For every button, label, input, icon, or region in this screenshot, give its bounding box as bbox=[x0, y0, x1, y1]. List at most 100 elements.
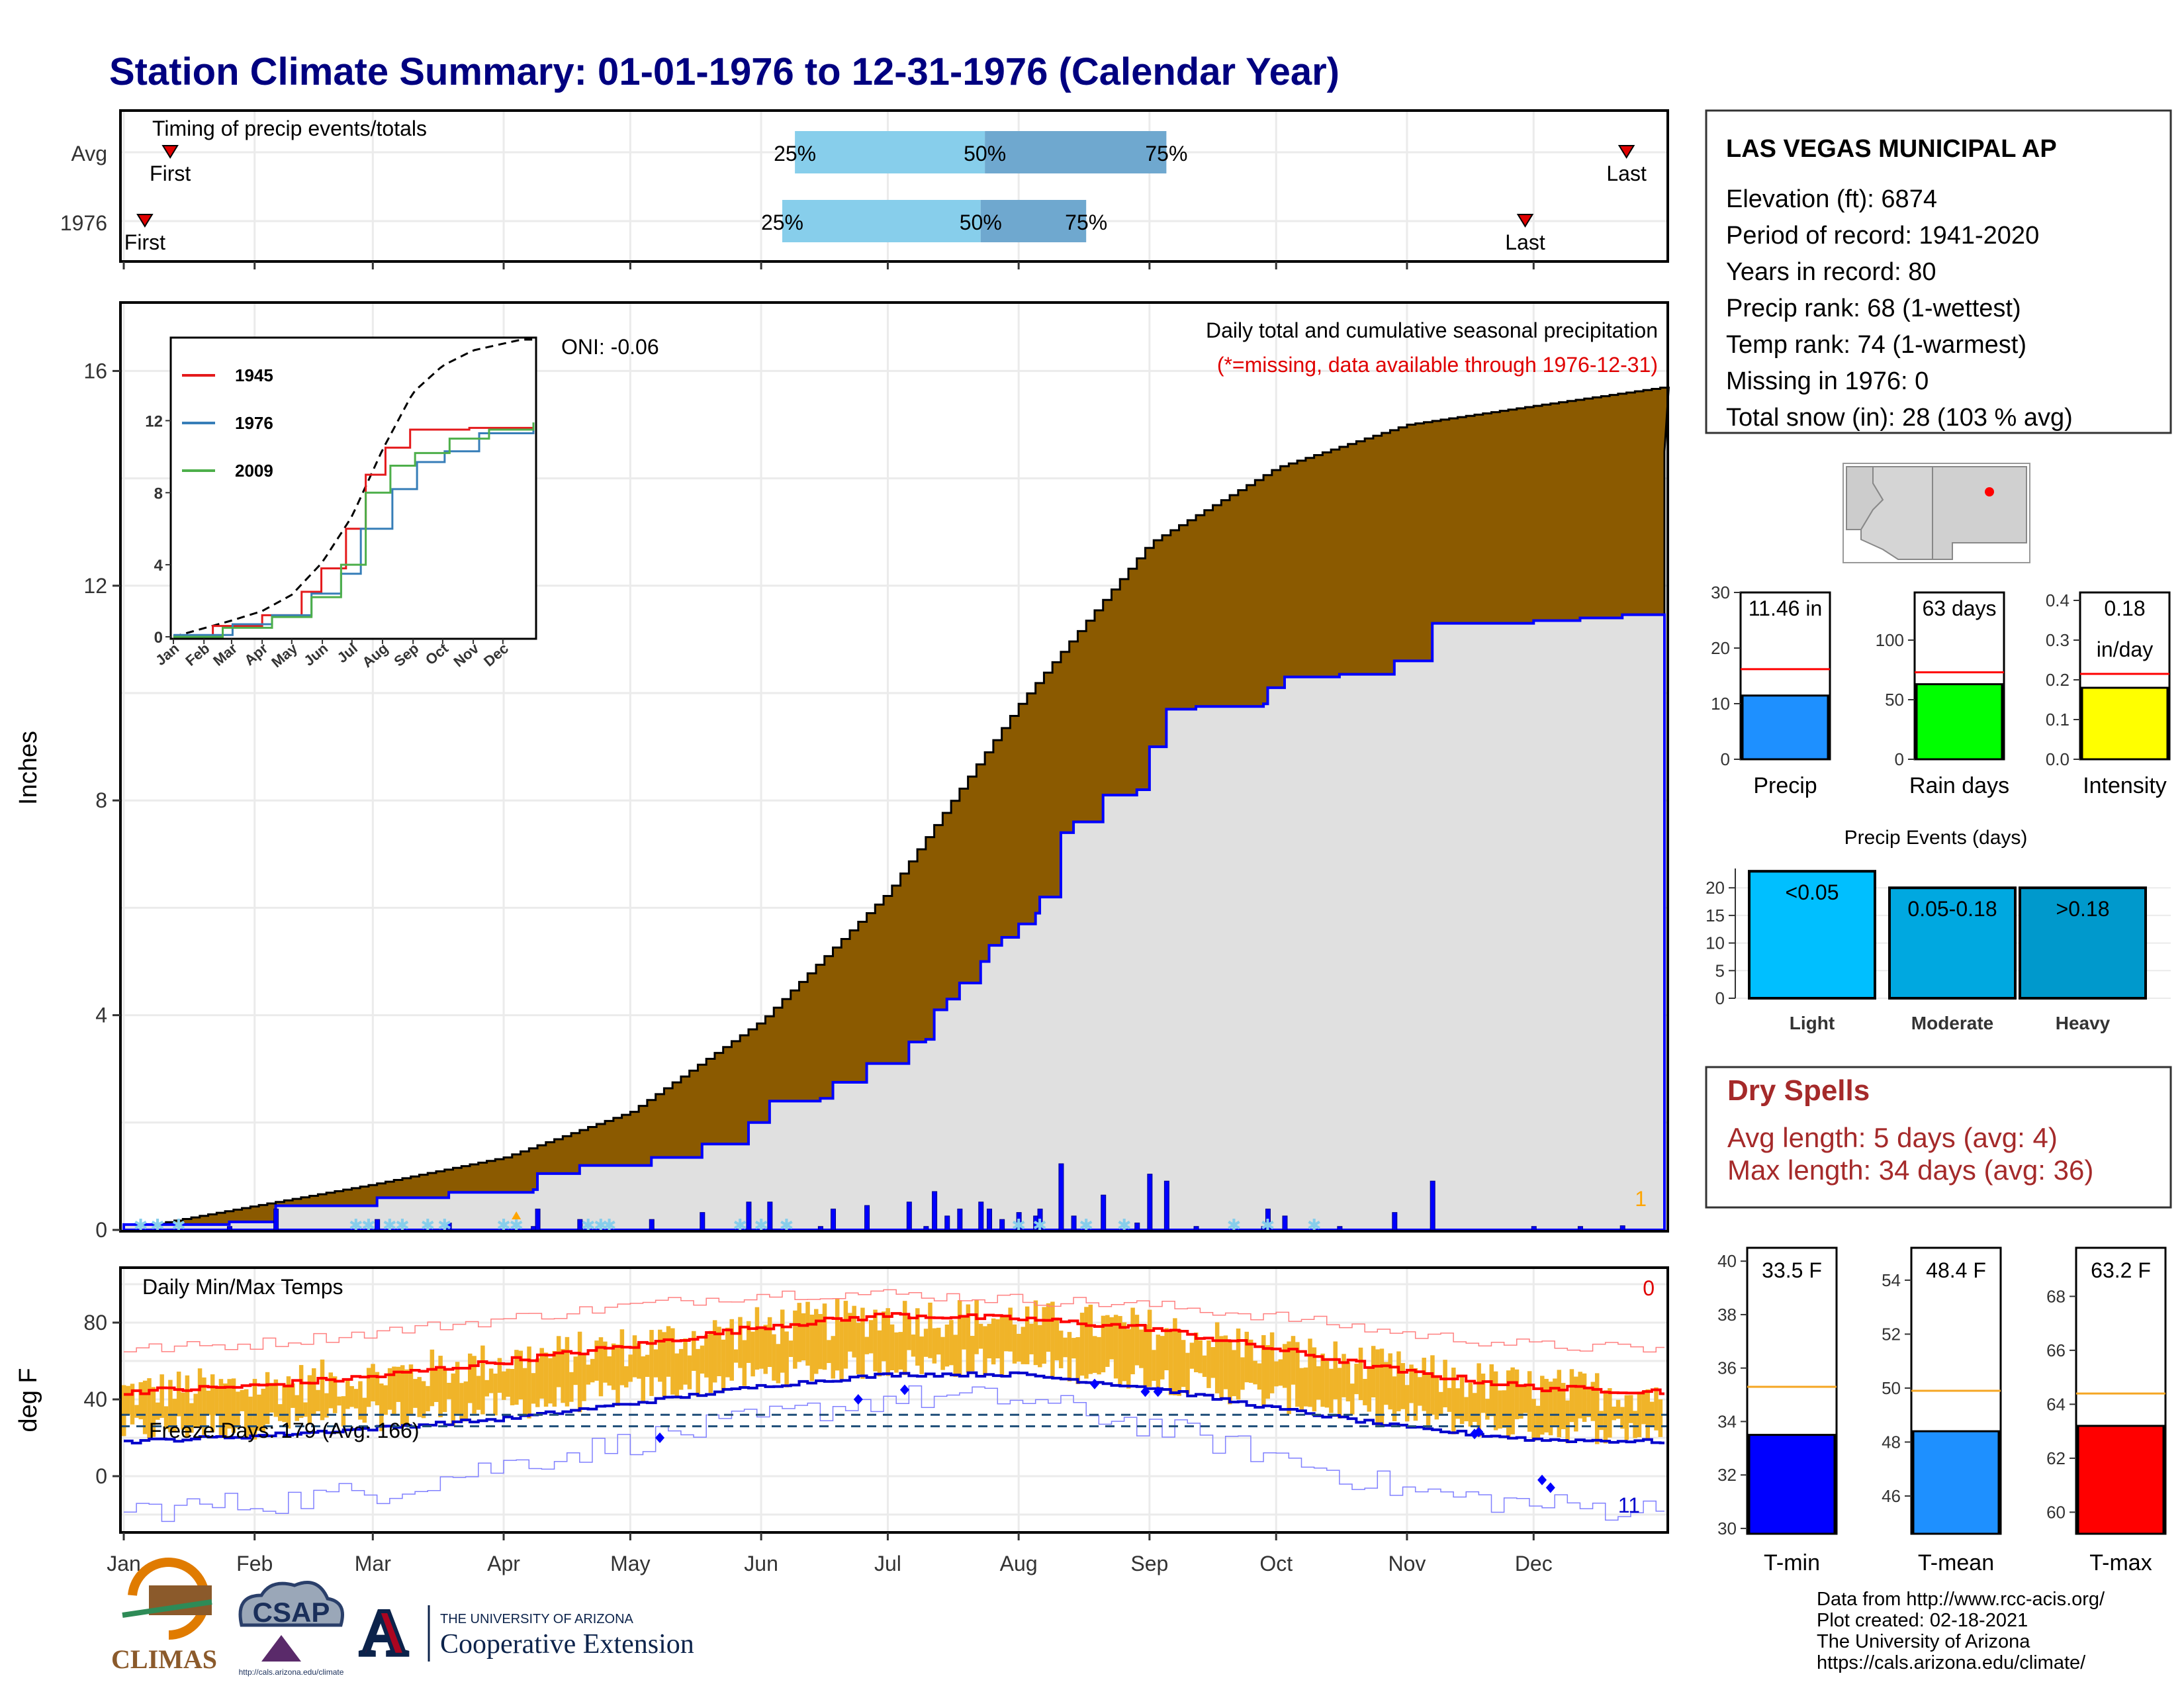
daily-temp-bar bbox=[687, 1355, 692, 1389]
daily-temp-bar bbox=[894, 1332, 899, 1373]
daily-temp-bar bbox=[573, 1356, 578, 1385]
daily-temp-bar bbox=[181, 1392, 185, 1430]
daily-temp-bar bbox=[430, 1349, 435, 1407]
daily-temp-bar bbox=[742, 1340, 747, 1386]
daily-temp-bar bbox=[678, 1348, 684, 1390]
events-ytick-label: 15 bbox=[1706, 906, 1725, 925]
daily-temp-bar bbox=[1299, 1368, 1304, 1412]
daily-temp-bar bbox=[623, 1366, 629, 1387]
daily-temp-bar bbox=[206, 1390, 211, 1415]
daily-precip-bar bbox=[1193, 1226, 1199, 1231]
daily-temp-bar bbox=[923, 1329, 929, 1357]
timing-last-label: Last bbox=[1606, 162, 1647, 185]
daily-temp-bar bbox=[421, 1381, 426, 1419]
daily-temp-bar bbox=[438, 1356, 443, 1417]
record-low-marker bbox=[1153, 1386, 1163, 1397]
timing-bar-q25-q50 bbox=[795, 131, 985, 173]
daily-temp-bar bbox=[404, 1369, 409, 1423]
daily-temp-bar bbox=[611, 1343, 616, 1390]
daily-temp-bar bbox=[202, 1377, 206, 1435]
station-info-box: LAS VEGAS MUNICIPAL AP Elevation (ft): 6… bbox=[1705, 109, 2172, 434]
daily-temp-bar bbox=[987, 1323, 992, 1359]
month-label: May bbox=[610, 1552, 650, 1575]
daily-precip-bar bbox=[1058, 1163, 1064, 1231]
daily-temp-bar bbox=[649, 1330, 654, 1396]
daily-temp-bar bbox=[641, 1356, 646, 1402]
temp-bar-ytick-label: 60 bbox=[2046, 1502, 2066, 1522]
daily-temp-bar bbox=[514, 1350, 519, 1405]
daily-temp-bar bbox=[543, 1352, 549, 1407]
daily-temp-bar bbox=[1375, 1349, 1380, 1428]
events-category-label: Heavy bbox=[2056, 1013, 2111, 1033]
daily-temp-bar bbox=[1177, 1329, 1182, 1396]
daily-temp-bar bbox=[506, 1368, 510, 1397]
daily-temp-bar bbox=[1240, 1357, 1245, 1390]
timing-q50-label: 50% bbox=[964, 142, 1006, 165]
dry-spells-frame bbox=[1705, 1066, 2172, 1209]
daily-precip-bar bbox=[944, 1215, 950, 1231]
locator-map bbox=[1843, 463, 2030, 563]
daily-temp-bar bbox=[1582, 1373, 1587, 1422]
daily-temp-bar bbox=[565, 1336, 570, 1407]
daily-temp-bar bbox=[1608, 1388, 1612, 1438]
station-info-line: Period of record: 1941-2020 bbox=[1726, 222, 2039, 250]
daily-temp-bar bbox=[822, 1303, 827, 1370]
daily-temp-bar bbox=[539, 1348, 544, 1399]
daily-temp-bar bbox=[1363, 1379, 1367, 1405]
temp-bar-ytick-label: 36 bbox=[1717, 1358, 1737, 1378]
daily-temp-bar bbox=[767, 1317, 772, 1368]
snow-event-marker: ✱ bbox=[437, 1216, 452, 1236]
daily-temp-bar bbox=[447, 1382, 451, 1399]
daily-temp-bar bbox=[1324, 1360, 1330, 1408]
summary-bar-value-label: 63 days bbox=[1922, 596, 1996, 620]
daily-temp-bar bbox=[1624, 1395, 1629, 1440]
daily-temp-bar bbox=[273, 1379, 279, 1417]
daily-temp-bar bbox=[1139, 1329, 1144, 1368]
daily-temp-bar bbox=[413, 1379, 418, 1408]
timing-row-label-year: 1976 bbox=[60, 211, 107, 235]
daily-temp-bar bbox=[776, 1344, 781, 1383]
temp-bar-ytick-label: 40 bbox=[1717, 1251, 1737, 1271]
daily-temp-bar bbox=[1472, 1393, 1477, 1422]
daily-temp-bar bbox=[248, 1396, 253, 1436]
daily-temp-bar bbox=[1594, 1373, 1600, 1444]
daily-temp-bar bbox=[1599, 1411, 1604, 1430]
daily-temp-bar bbox=[1219, 1336, 1224, 1398]
snow-event-marker: ✱ bbox=[1227, 1216, 1242, 1236]
hot-days-count: 0 bbox=[1643, 1276, 1655, 1300]
daily-temp-bar bbox=[1320, 1353, 1325, 1407]
daily-temp-bar bbox=[708, 1331, 713, 1393]
daily-temp-bar bbox=[1316, 1366, 1321, 1400]
daily-temp-bar bbox=[1214, 1322, 1220, 1393]
temp-bar-value-label: 63.2 F bbox=[2091, 1258, 2151, 1282]
daily-precip-bar bbox=[226, 1226, 232, 1231]
events-category-label: Light bbox=[1790, 1013, 1835, 1033]
daily-temp-bar bbox=[291, 1383, 295, 1408]
daily-precip-bar bbox=[817, 1226, 823, 1231]
daily-temp-bar bbox=[995, 1319, 1000, 1359]
snow-event-marker: ✱ bbox=[171, 1216, 186, 1236]
daily-temp-bar bbox=[889, 1324, 895, 1370]
daily-temp-bar bbox=[556, 1336, 561, 1387]
daily-temp-bar bbox=[658, 1329, 662, 1382]
daily-temp-bar bbox=[1033, 1300, 1038, 1366]
daily-temp-bar bbox=[1553, 1378, 1557, 1426]
daily-temp-bar bbox=[1173, 1318, 1177, 1395]
station-location-marker bbox=[1985, 487, 1994, 496]
temp-bar-value bbox=[1912, 1430, 2000, 1535]
daily-temp-bar bbox=[1021, 1327, 1026, 1364]
daily-temp-bar bbox=[1185, 1352, 1190, 1394]
daily-temp-bar bbox=[1206, 1340, 1211, 1388]
events-ytick-label: 20 bbox=[1706, 878, 1725, 898]
daily-temp-bar bbox=[1535, 1405, 1541, 1440]
daily-temp-bar bbox=[185, 1375, 190, 1438]
daily-temp-bar bbox=[366, 1368, 371, 1407]
summary-bar-value bbox=[1915, 683, 2003, 761]
daily-temp-bar bbox=[1493, 1371, 1498, 1430]
temp-y-axis-label: deg F bbox=[15, 1368, 42, 1432]
daily-temp-bar bbox=[1464, 1397, 1469, 1422]
daily-temp-bar bbox=[1126, 1329, 1131, 1389]
daily-temp-bar bbox=[898, 1332, 903, 1370]
daily-temp-bar bbox=[518, 1350, 523, 1399]
snow-event-marker: ✱ bbox=[1079, 1216, 1093, 1236]
